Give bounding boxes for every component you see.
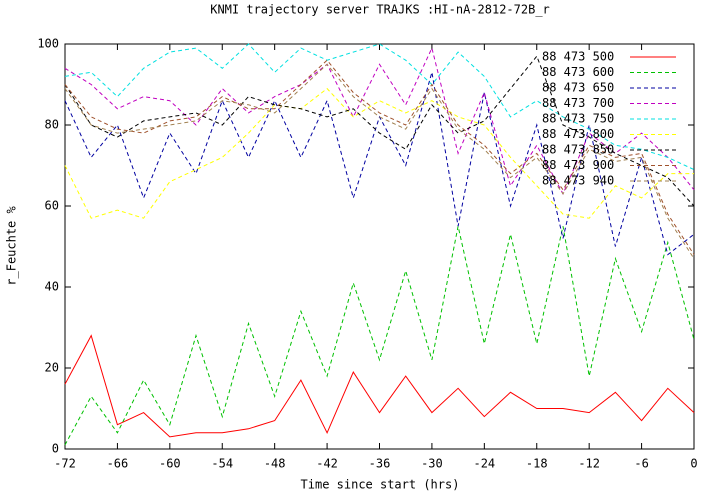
legend-label: 88 473 650	[542, 81, 614, 95]
y-tick-label: 100	[37, 37, 59, 51]
x-tick-label: -72	[54, 457, 76, 471]
legend-label: 88 473 900	[542, 158, 614, 172]
x-tick-label: -36	[369, 457, 391, 471]
legend-label: 88 473 940	[542, 174, 614, 188]
x-tick-label: 0	[690, 457, 697, 471]
x-tick-label: -6	[634, 457, 648, 471]
legend-label: 88 473 700	[542, 96, 614, 110]
series-line	[64, 87, 694, 219]
legend-label: 88 473 850	[542, 143, 614, 157]
legend-label: 88 473 750	[542, 112, 614, 126]
x-tick-label: -30	[421, 457, 443, 471]
x-tick-label: -12	[578, 457, 600, 471]
series-line	[64, 59, 695, 255]
x-tick-label: -48	[264, 457, 286, 471]
x-tick-label: -66	[107, 457, 129, 471]
series-line	[64, 226, 695, 446]
x-tick-label: -54	[211, 457, 233, 471]
series-line	[64, 334, 695, 438]
y-tick-label: 20	[45, 361, 59, 375]
legend-label: 88 473 500	[542, 50, 614, 64]
legend-label: 88 473 800	[542, 127, 614, 141]
x-tick-label: -42	[316, 457, 338, 471]
x-tick-label: -60	[159, 457, 181, 471]
y-tick-label: 40	[45, 280, 59, 294]
x-axis-label: Time since start (hrs)	[301, 478, 460, 492]
x-tick-label: -24	[473, 457, 495, 471]
y-tick-label: 60	[45, 199, 59, 213]
series-line	[64, 55, 695, 207]
series-line	[64, 46, 695, 195]
x-tick-label: -18	[526, 457, 548, 471]
legend-label: 88 473 600	[542, 65, 614, 79]
series-line	[64, 63, 695, 259]
chart-title: KNMI trajectory server TRAJKS :HI-nA-281…	[210, 3, 550, 17]
y-axis-label: r_Feuchte %	[5, 205, 19, 285]
series-line	[64, 43, 695, 171]
y-tick-label: 80	[45, 118, 59, 132]
y-tick-label: 0	[52, 442, 59, 456]
